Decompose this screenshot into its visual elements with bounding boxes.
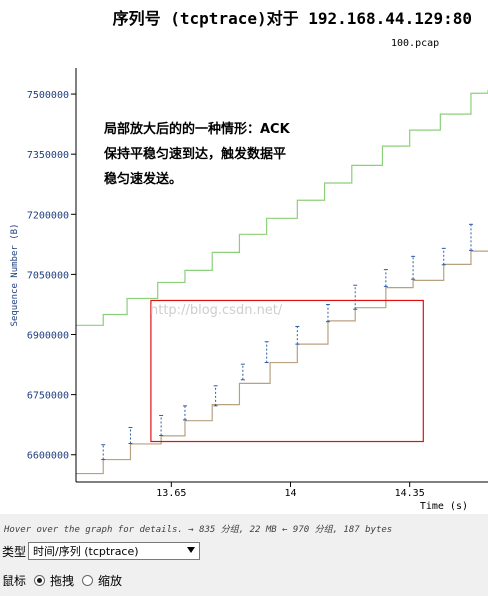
x-tick-label: 14 [284, 488, 296, 499]
type-label: 类型 [2, 544, 27, 559]
drag-label[interactable]: 拖拽 [50, 573, 75, 588]
drag-radio[interactable] [34, 574, 46, 586]
watermark: http://blog.csdn.net/ [150, 303, 283, 318]
y-tick-label: 6600000 [27, 451, 69, 462]
data-segment-mark [182, 405, 187, 421]
sequence-chart[interactable]: 序列号 (tcptrace)对于 192.168.44.129:80 100.p… [0, 0, 488, 514]
data-segment-mark [353, 284, 358, 310]
highlight-box [150, 299, 424, 443]
graph-type-select[interactable]: 时间/序列 (tcptrace) [28, 542, 201, 560]
y-tick-label: 7500000 [27, 90, 69, 101]
dropdown-arrow-icon [187, 547, 196, 553]
graph-title: 序列号 (tcptrace)对于 192.168.44.129:80 [113, 9, 472, 28]
plot-area[interactable] [76, 90, 488, 475]
x-axis-label: Time (s) [420, 501, 468, 512]
graph-subtitle: 100.pcap [391, 38, 439, 49]
annotation-line-2: 保持平稳匀速到达，触发数据平 [103, 146, 286, 162]
data-segment-mark [101, 444, 106, 461]
data-segment-mark [295, 325, 300, 345]
x-tick-label: 14.35 [395, 488, 425, 499]
data-segment-mark [213, 385, 218, 407]
data-segment-mark [240, 363, 245, 381]
y-axis-label: Sequence Number (B) [10, 224, 20, 327]
y-tick-label: 6750000 [27, 391, 69, 402]
data-segment-mark [468, 223, 473, 251]
annotation-line-1: 局部放大后的的一种情形：ACK [104, 121, 291, 137]
data-segment-mark [441, 247, 446, 266]
mouse-label: 鼠标 [2, 573, 27, 588]
y-tick-label: 7200000 [27, 210, 69, 221]
y-tick-label: 7050000 [27, 270, 69, 281]
status-text: Hover over the graph for details. → 835 … [4, 525, 393, 535]
y-tick-label: 6900000 [27, 331, 69, 342]
zoom-label[interactable]: 缩放 [98, 573, 123, 588]
data-segment-mark [264, 341, 269, 364]
axis-ticks: 6600000 6750000 6900000 7050000 7200000 73500… [27, 90, 425, 499]
x-tick-label: 13.65 [156, 488, 186, 499]
data-segment-mark [383, 269, 388, 287]
series-line-lower [76, 250, 488, 475]
data-segment-mark [325, 303, 330, 323]
y-tick-label: 7350000 [27, 150, 69, 161]
type-row: 类型 时间/序列 (tcptrace) [2, 541, 201, 561]
data-segment-mark [411, 255, 416, 280]
data-segment-mark [159, 414, 164, 437]
zoom-radio[interactable] [82, 574, 94, 586]
data-segment-mark [128, 426, 133, 445]
annotation-line-3: 稳匀速发送。 [104, 171, 182, 187]
mouse-mode-row: 鼠标 拖拽 缩放 [2, 571, 122, 589]
graph-type-value: 时间/序列 (tcptrace) [33, 545, 139, 558]
graph-panel[interactable]: 序列号 (tcptrace)对于 192.168.44.129:80 100.p… [0, 0, 488, 514]
series-line-upper [76, 90, 488, 326]
